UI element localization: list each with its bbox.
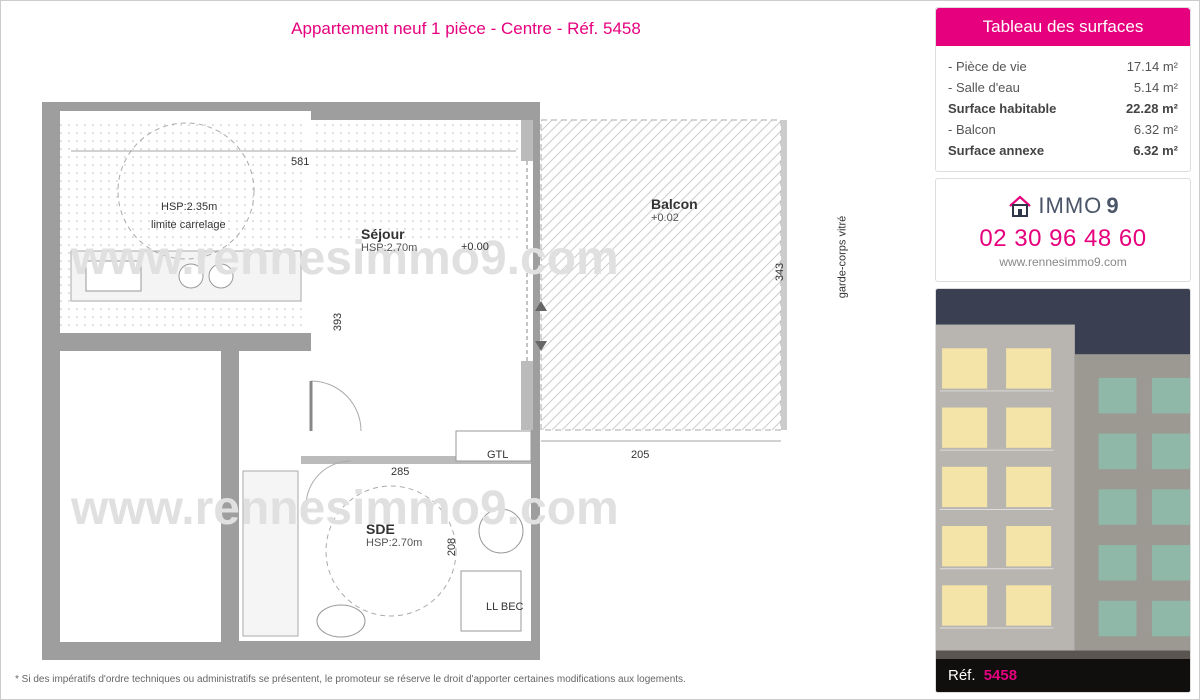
surfaces-table: - Pièce de vie 17.14 m² - Salle d'eau 5.14 … — [936, 46, 1190, 171]
phone-number[interactable]: 02 30 96 48 60 — [944, 225, 1182, 253]
disclaimer-text: * Si des impératifs d'ordre techniques o… — [15, 674, 686, 685]
surfaces-row-label: - Pièce de vie — [948, 59, 1027, 74]
building-photo: Réf. 5458 — [935, 288, 1191, 693]
floorplan: www.rennesimmo9.com www.rennesimmo9.com — [11, 51, 921, 665]
surfaces-row: - Pièce de vie 17.14 m² — [948, 56, 1178, 77]
surfaces-row-value: 5.14 m² — [1134, 80, 1178, 95]
surfaces-row-label: - Balcon — [948, 122, 996, 137]
surfaces-row: Surface habitable 22.28 m² — [948, 98, 1178, 119]
surfaces-row-value: 6.32 m² — [1134, 122, 1178, 137]
surfaces-row: Surface annexe 6.32 m² — [948, 140, 1178, 161]
building-render — [936, 289, 1190, 692]
surfaces-row-label: Surface habitable — [948, 101, 1056, 116]
page-title: Appartement neuf 1 pièce - Centre - Réf.… — [1, 1, 931, 47]
brand-text: IMMO — [1038, 193, 1102, 219]
page: Appartement neuf 1 pièce - Centre - Réf.… — [0, 0, 1200, 700]
website-url[interactable]: www.rennesimmo9.com — [944, 255, 1182, 269]
brand-logo: IMMO9 — [944, 193, 1182, 219]
surfaces-row-value: 17.14 m² — [1127, 59, 1178, 74]
ref-label: Réf. — [948, 667, 976, 684]
right-panel: Tableau des surfaces - Pièce de vie 17.14… — [931, 1, 1199, 699]
surfaces-row: - Salle d'eau 5.14 m² — [948, 77, 1178, 98]
surfaces-row-value: 22.28 m² — [1126, 101, 1178, 116]
surfaces-row-label: Surface annexe — [948, 143, 1044, 158]
house-icon — [1006, 193, 1034, 219]
brand-suffix: 9 — [1106, 193, 1119, 219]
left-panel: Appartement neuf 1 pièce - Centre - Réf.… — [1, 1, 931, 699]
photo-ref-badge: Réf. 5458 — [936, 659, 1190, 692]
surfaces-card: Tableau des surfaces - Pièce de vie 17.14… — [935, 7, 1191, 172]
surfaces-title: Tableau des surfaces — [936, 8, 1190, 46]
surfaces-row-value: 6.32 m² — [1133, 143, 1178, 158]
surfaces-row-label: - Salle d'eau — [948, 80, 1020, 95]
surfaces-row: - Balcon 6.32 m² — [948, 119, 1178, 140]
contact-card: IMMO9 02 30 96 48 60 www.rennesimmo9.com — [935, 178, 1191, 282]
floorplan-svg — [11, 51, 921, 671]
ref-number: 5458 — [984, 667, 1017, 684]
